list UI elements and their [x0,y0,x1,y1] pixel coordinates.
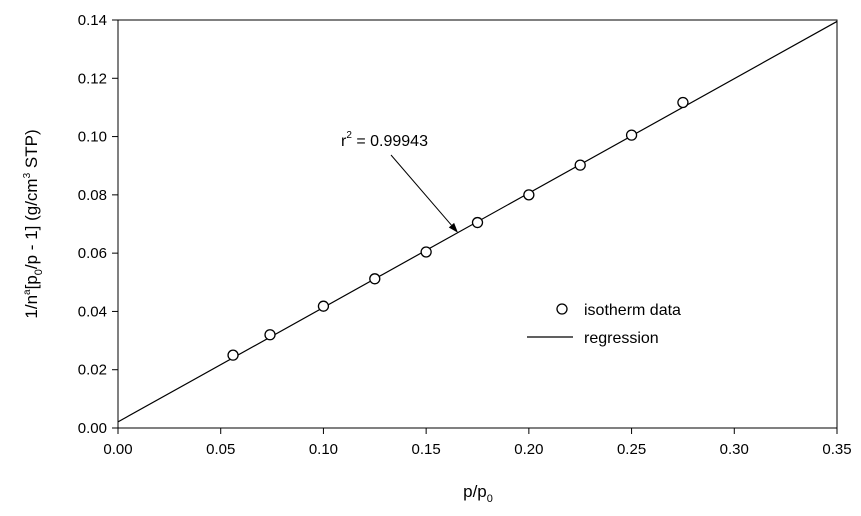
annotation-arrow [390,154,452,226]
data-point [227,349,239,361]
x-tick-label: 0.15 [412,441,441,458]
y-tick-label: 0.10 [78,129,107,146]
x-tick-label: 0.30 [720,441,749,458]
x-tick-label: 0.20 [514,441,543,458]
y-tick-label: 0.06 [78,245,107,262]
y-tick-label: 0.00 [78,420,107,437]
x-tick-label: 0.10 [309,441,338,458]
y-tick-label: 0.08 [78,187,107,204]
x-axis-title: p/p0 [463,482,493,505]
data-point [677,96,689,109]
data-point [625,129,638,141]
y-axis-title: 1/na[p0/p - 1] (g/cm3 STP) [22,129,45,318]
data-point [574,159,586,171]
x-tick-label: 0.35 [822,441,851,458]
annotation-arrowhead [448,222,458,233]
y-tick-label: 0.14 [78,12,107,29]
isotherm-data-points [227,96,689,361]
y-tick-label: 0.02 [78,362,107,379]
x-tick-label: 0.05 [206,441,235,458]
data-point [369,273,381,285]
r-squared-annotation: r2 = 0.99943 [341,130,428,150]
data-point [420,246,432,258]
data-point [317,300,330,312]
x-tick-label: 0.25 [617,441,646,458]
x-axis-ticks: 0.00 0.05 0.10 0.15 0.20 0.25 0.30 0.35 [103,428,852,458]
x-tick-label: 0.00 [103,441,132,458]
y-tick-label: 0.04 [78,303,107,320]
legend-label-regression: regression [584,330,659,347]
legend-circle-symbol [556,303,568,315]
legend-label-isotherm-data: isotherm data [584,302,681,319]
data-point [523,189,535,201]
y-axis-ticks: 0.00 0.02 0.04 0.06 0.08 0.10 0.12 0.14 [78,12,118,437]
data-point [264,329,276,341]
plot-frame [117,19,838,429]
data-point [471,216,484,229]
y-tick-label: 0.12 [78,70,107,87]
legend: isotherm data regression [527,302,681,347]
